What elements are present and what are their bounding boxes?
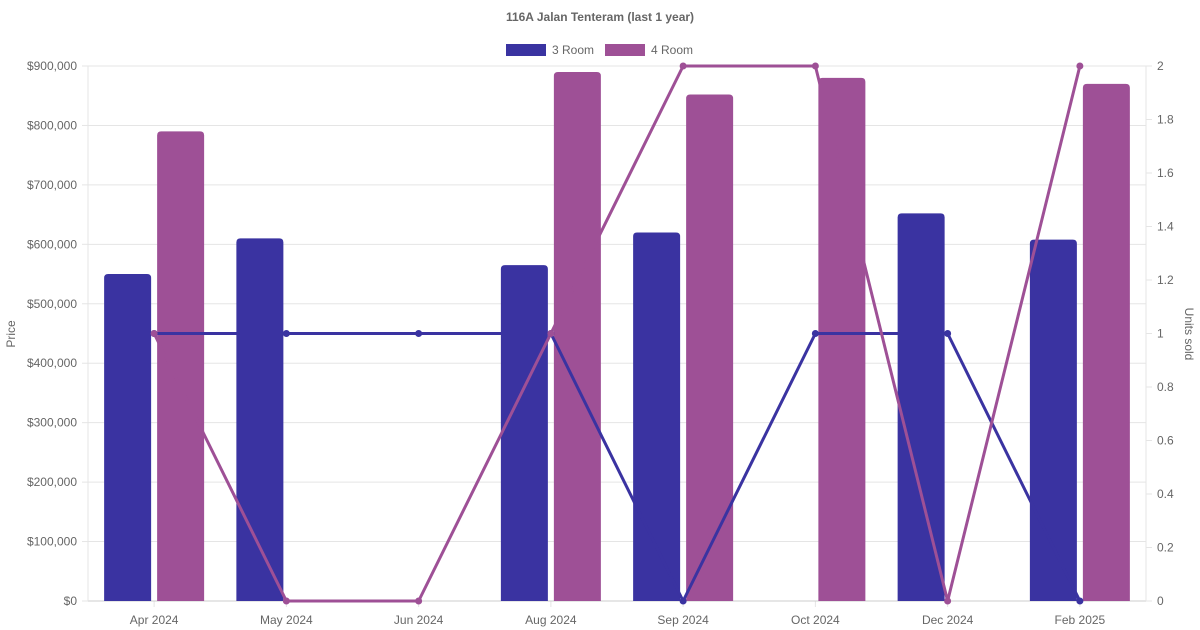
x-tick-label-may-2024: May 2024 [260, 613, 313, 627]
right-tick-label: 0.2 [1157, 541, 1174, 555]
bar-3-room-apr-2024[interactable] [104, 274, 152, 601]
left-tick-label: $300,000 [27, 416, 77, 430]
right-tick-label: 2 [1157, 59, 1164, 73]
legend-swatch-4-room [605, 44, 645, 56]
x-tick-label-sep-2024: Sep 2024 [657, 613, 709, 627]
left-tick-label: $600,000 [27, 237, 77, 251]
point-3-room-oct-2024[interactable] [811, 330, 819, 337]
right-tick-label: 0.8 [1157, 380, 1174, 394]
chart-title: 116A Jalan Tenteram (last 1 year) [506, 10, 694, 24]
right-tick-label: 0.6 [1157, 434, 1174, 448]
line-3-room-units-sold [154, 332, 1082, 603]
legend-label-4-room: 4 Room [651, 43, 693, 57]
bar-4-room-oct-2024[interactable] [818, 77, 866, 601]
bar-4-room-sep-2024[interactable] [686, 94, 734, 602]
x-tick-label-jun-2024: Jun 2024 [394, 613, 444, 627]
line-4-room-units-sold [152, 64, 1082, 603]
x-tick-label-feb-2025: Feb 2025 [1055, 613, 1106, 627]
point-4-room-may-2024[interactable] [282, 597, 290, 605]
point-4-room-oct-2024[interactable] [811, 62, 819, 70]
legend-item-3-room[interactable]: 3 Room [506, 43, 594, 57]
point-4-room-aug-2024[interactable] [547, 330, 555, 337]
right-tick-label: 0 [1157, 594, 1164, 608]
right-axis-title: Units sold [1182, 308, 1196, 361]
left-tick-label: $900,000 [27, 59, 77, 73]
x-tick-label-oct-2024: Oct 2024 [791, 613, 840, 627]
points [150, 62, 1084, 605]
bar-3-room-sep-2024[interactable] [633, 232, 681, 601]
legend: 3 Room 4 Room [506, 43, 693, 57]
right-tick-label: 1.2 [1157, 273, 1174, 287]
point-3-room-feb-2025[interactable] [1076, 597, 1084, 605]
point-4-room-apr-2024[interactable] [150, 330, 158, 337]
bar-3-room-may-2024[interactable] [236, 238, 284, 601]
bar-4-room-aug-2024[interactable] [553, 71, 601, 601]
right-tick-label: 1.6 [1157, 166, 1174, 180]
legend-label-3-room: 3 Room [552, 43, 594, 57]
left-tick-label: $400,000 [27, 356, 77, 370]
x-tick-label-aug-2024: Aug 2024 [525, 613, 577, 627]
right-tick-label: 1.4 [1157, 220, 1174, 234]
point-3-room-dec-2024[interactable] [944, 330, 952, 337]
right-tick-label: 1.8 [1157, 113, 1174, 127]
right-axis-ticks: 0 0.2 0.4 0.6 0.8 1 1.2 1.4 1.6 1.8 2 [1146, 59, 1174, 608]
point-3-room-sep-2024[interactable] [679, 597, 687, 605]
bar-3-room-dec-2024[interactable] [897, 213, 945, 601]
x-tick-label-apr-2024: Apr 2024 [130, 613, 179, 627]
left-tick-label: $0 [64, 594, 78, 608]
bar-4-room-feb-2025[interactable] [1082, 83, 1130, 602]
left-axis-title: Price [4, 320, 18, 348]
left-tick-label: $500,000 [27, 297, 77, 311]
x-tick-label-dec-2024: Dec 2024 [922, 613, 974, 627]
x-axis-ticks: Apr 2024 May 2024 Jun 2024 Aug 2024 Sep 2024… [130, 601, 1106, 627]
bar-3-room-aug-2024[interactable] [500, 265, 548, 601]
right-tick-label: 0.4 [1157, 487, 1174, 501]
left-tick-label: $200,000 [27, 475, 77, 489]
lines [152, 64, 1082, 603]
point-4-room-dec-2024[interactable] [944, 597, 952, 605]
legend-item-4-room[interactable]: 4 Room [605, 43, 693, 57]
point-4-room-jun-2024[interactable] [415, 597, 423, 605]
right-tick-label: 1 [1157, 327, 1164, 341]
left-tick-label: $800,000 [27, 118, 77, 132]
point-3-room-jun-2024[interactable] [415, 330, 423, 337]
point-4-room-sep-2024[interactable] [679, 62, 687, 70]
point-4-room-feb-2025[interactable] [1076, 62, 1084, 70]
bar-4-room-apr-2024[interactable] [157, 131, 205, 601]
bars [104, 71, 1130, 602]
left-tick-label: $700,000 [27, 178, 77, 192]
bar-3-room-feb-2025[interactable] [1029, 239, 1077, 602]
legend-swatch-3-room [506, 44, 546, 56]
point-3-room-may-2024[interactable] [282, 330, 290, 337]
left-axis-ticks: $0 $100,000 $200,000 $300,000 $400,000 $500,0… [27, 59, 88, 608]
left-tick-label: $100,000 [27, 535, 77, 549]
